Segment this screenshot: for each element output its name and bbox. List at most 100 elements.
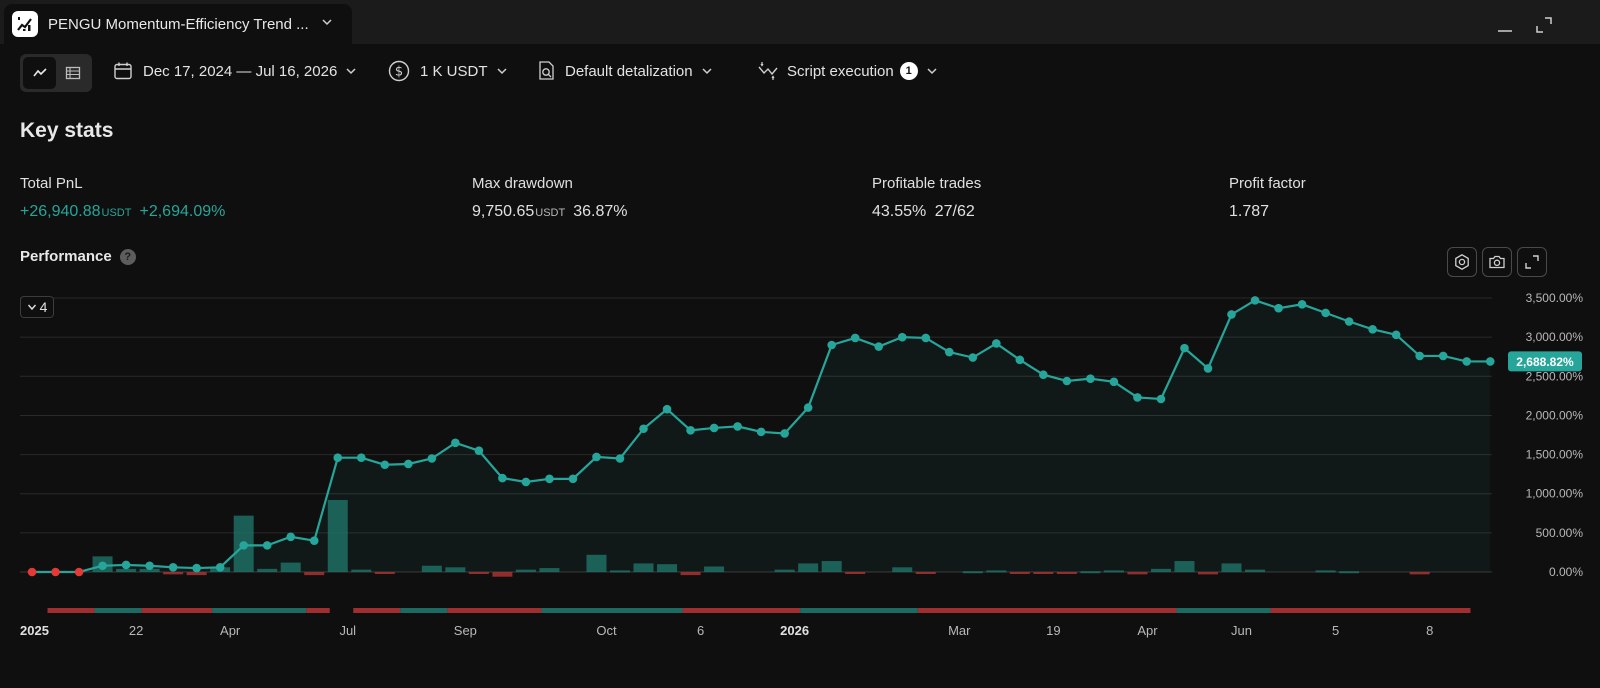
trade-bar (892, 567, 913, 572)
total-pnl-value: +26,940.88USDT +2,694.09% (20, 203, 225, 221)
trade-bar (1409, 572, 1430, 575)
trade-bar (468, 572, 489, 574)
equity-point (333, 453, 343, 463)
trade-bar (257, 568, 278, 572)
chevron-down-icon[interactable] (321, 15, 333, 33)
x-tick-label: Mar (948, 623, 971, 638)
performance-chart[interactable]: 3,500.00% 3,000.00% 2,500.00% 2,000.00% 1,50… (0, 280, 1600, 688)
table-view-button[interactable] (56, 57, 89, 89)
max-drawdown-unit: USDT (535, 207, 566, 219)
trade-bar (421, 565, 442, 572)
x-tick-label: Jul (339, 623, 356, 638)
equity-point (827, 340, 836, 350)
collapse-button[interactable]: 4 (20, 296, 54, 318)
date-range-select[interactable]: Dec 17, 2024 — Jul 16, 2026 (113, 51, 357, 91)
trade-bar (657, 564, 678, 572)
equity-point (74, 567, 84, 577)
equity-point (968, 353, 978, 362)
equity-point (215, 563, 225, 572)
x-tick-label: Jun (1231, 623, 1252, 638)
equity-point (380, 460, 390, 470)
trade-bar (1245, 569, 1266, 572)
trade-bar (374, 572, 395, 574)
equity-point (709, 423, 719, 433)
trade-bar (1009, 572, 1030, 574)
x-tick-label: Apr (1137, 623, 1158, 638)
trade-strip-segment (400, 608, 448, 613)
strategy-tab[interactable]: PENGU Momentum-Efficiency Trend ... (4, 4, 352, 44)
equity-point (474, 446, 484, 455)
equity-point (592, 452, 601, 462)
trade-bar (774, 569, 795, 572)
equity-point (1039, 370, 1048, 380)
chart-logo-icon (12, 11, 38, 37)
y-tick-label: 1,500.00% (1526, 448, 1584, 462)
equity-point (27, 567, 37, 577)
y-tick-label: 0.00% (1549, 565, 1583, 579)
equity-point (356, 453, 366, 463)
total-pnl-unit: USDT (101, 207, 132, 219)
equity-point (51, 567, 60, 577)
trade-bar (1080, 571, 1101, 574)
x-tick-label: 6 (697, 623, 704, 638)
x-tick-label: 19 (1046, 623, 1060, 638)
script-execution-icon (758, 62, 778, 80)
screenshot-button[interactable] (1482, 247, 1512, 277)
trade-bar (445, 567, 466, 572)
equity-point (1297, 299, 1307, 309)
trade-strip-segment (212, 608, 307, 613)
equity-point (404, 459, 413, 469)
equity-point (897, 332, 907, 342)
x-tick-label: Sep (454, 623, 477, 638)
equity-point (121, 560, 131, 570)
trade-bar (163, 572, 184, 575)
equity-point (98, 561, 107, 571)
profit-factor-label: Profit factor (1229, 175, 1306, 192)
script-execution-select[interactable]: Script execution 1 (757, 51, 938, 91)
equity-point (1321, 308, 1330, 318)
trade-bar (704, 566, 725, 572)
equity-point (451, 438, 460, 448)
profitable-trades-label: Profitable trades (872, 175, 982, 192)
equity-point (1133, 393, 1142, 402)
trade-bar (186, 572, 207, 576)
line-chart-icon (32, 68, 47, 77)
x-tick-label: 8 (1426, 623, 1433, 638)
fullscreen-button[interactable] (1517, 247, 1547, 277)
y-tick-label: 1,000.00% (1526, 487, 1584, 501)
view-toggle (20, 54, 92, 92)
minimize-icon[interactable] (1494, 14, 1516, 36)
magnifier-doc-icon (539, 61, 554, 80)
max-drawdown-value: 9,750.65USDT 36.87% (472, 203, 628, 221)
x-tick-label: Oct (596, 623, 617, 638)
x-tick-label: Apr (220, 623, 241, 638)
maximize-icon[interactable] (1533, 14, 1555, 36)
trade-bar (915, 572, 936, 574)
chart-settings-button[interactable] (1447, 247, 1477, 277)
chart-view-button[interactable] (23, 57, 56, 89)
max-drawdown-label: Max drawdown (472, 175, 573, 192)
script-execution-count-badge: 1 (899, 62, 918, 80)
equity-point (1344, 317, 1354, 326)
equity-point (850, 333, 860, 343)
help-icon[interactable]: ? (119, 248, 136, 265)
x-tick-label: 5 (1332, 623, 1339, 638)
performance-title-label: Performance (20, 248, 112, 265)
trade-bar (116, 568, 137, 572)
equity-point (568, 474, 578, 484)
equity-point (874, 342, 884, 351)
chevron-down-icon (346, 68, 356, 75)
max-drawdown-percent: 36.87% (573, 203, 628, 220)
capital-select[interactable]: $ 1 K USDT (388, 51, 508, 91)
chevron-down-icon (27, 304, 36, 311)
detalization-select[interactable]: Default detalization (536, 51, 713, 91)
equity-point (921, 333, 931, 343)
x-tick-label: 2025 (20, 623, 49, 638)
trade-bar (1150, 568, 1171, 572)
equity-point (1462, 357, 1472, 366)
equity-point (662, 404, 672, 414)
equity-point (545, 474, 554, 484)
equity-point (427, 454, 437, 463)
profitable-trades-value: 43.55% 27/62 (872, 203, 981, 221)
equity-point (309, 536, 319, 545)
